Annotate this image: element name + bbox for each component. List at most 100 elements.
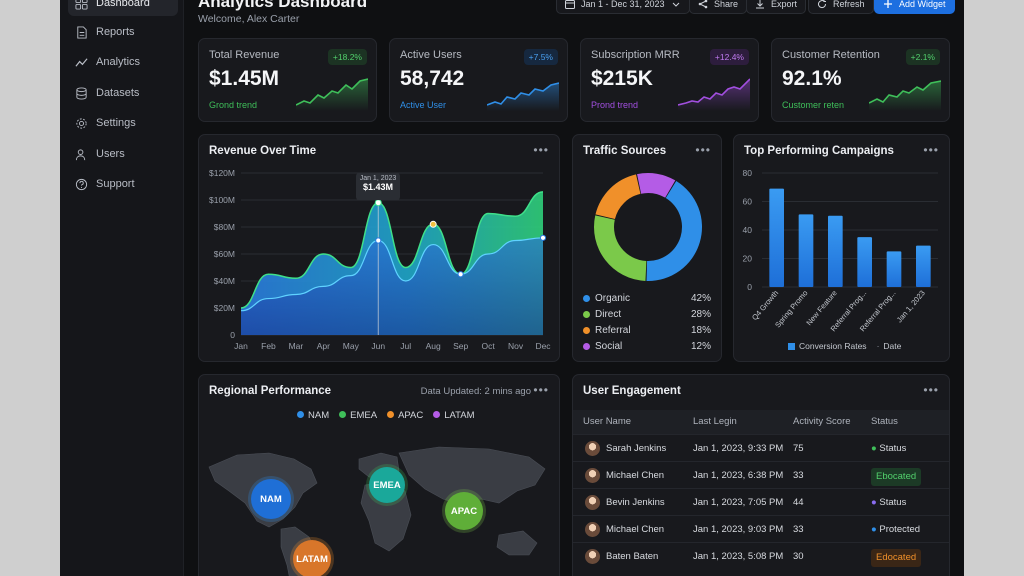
campaign-bar bbox=[916, 245, 931, 287]
sidebar-item-analytics[interactable]: Analytics bbox=[68, 49, 178, 75]
legend-label: Social bbox=[595, 341, 623, 352]
kpi-card-active-users[interactable]: Active Users 58,742 Active User +7.5% bbox=[389, 38, 568, 122]
legend-label: EMEA bbox=[350, 410, 378, 421]
more-options-icon[interactable]: ••• bbox=[923, 383, 939, 397]
x-tick-label: Jan 1, 2023 bbox=[895, 289, 927, 325]
traffic-sources-card: Traffic Sources ••• Organic 42% Direct 2… bbox=[572, 134, 722, 362]
kpi-sparkline bbox=[296, 78, 368, 111]
table-row[interactable]: Michael Chen Jan 1, 2023, 6:38 PM 33 Ebo… bbox=[573, 461, 949, 488]
legend-value: 42% bbox=[690, 293, 711, 304]
add-widget-button[interactable]: Add Widget bbox=[874, 0, 955, 14]
calendar-icon bbox=[565, 0, 575, 9]
sidebar-item-datasets[interactable]: Datasets bbox=[68, 80, 178, 106]
column-header[interactable]: Last Legin bbox=[693, 416, 737, 427]
chart-tooltip: Jan 1, 2023 $1.43M bbox=[356, 173, 400, 200]
campaign-bar bbox=[886, 251, 902, 287]
sidebar-item-label: Support bbox=[96, 178, 135, 190]
kpi-card-total-revenue[interactable]: Total Revenue $1.45M Grond trend +18.2% bbox=[198, 38, 377, 122]
kpi-card-subscription-mrr[interactable]: Subscription MRR $215K Prond trend +12.4… bbox=[580, 38, 759, 122]
refresh-icon bbox=[818, 0, 827, 9]
sidebar-item-label: Reports bbox=[96, 26, 135, 38]
export-button[interactable]: Export bbox=[746, 0, 807, 14]
kpi-trend-label: Prond trend bbox=[591, 100, 639, 110]
sidebar-item-support[interactable]: Support bbox=[68, 171, 178, 197]
sidebar-item-dashboard[interactable]: Dashboard bbox=[68, 0, 178, 16]
legend-value: 18% bbox=[690, 325, 711, 336]
top-campaigns-card: Top Performing Campaigns ••• 80 60 40 20 0 Q4… bbox=[733, 134, 950, 362]
column-header[interactable]: Status bbox=[871, 416, 898, 427]
status-badge: ● Status bbox=[871, 443, 907, 454]
table-row[interactable]: Bevin Jenkins Jan 1, 2023, 7:05 PM 44 ● … bbox=[573, 488, 949, 515]
user-engagement-card: User Engagement ••• User Name Last Legin… bbox=[572, 374, 950, 576]
column-header[interactable]: Activity Score bbox=[793, 416, 851, 427]
status-badge: ● Status bbox=[871, 497, 907, 508]
table-row[interactable]: Baten Baten Jan 1, 2023, 5:08 PM 30 Edoc… bbox=[573, 542, 949, 569]
legend-value: 28% bbox=[690, 309, 711, 320]
legend-label: APAC bbox=[398, 410, 424, 421]
table-row[interactable]: Sarah Jenkins Jan 1, 2023, 9:33 PM 75 ● … bbox=[573, 434, 949, 461]
kpi-trend-label: Active User bbox=[400, 100, 447, 110]
plus-icon bbox=[884, 0, 892, 8]
legend-value: 12% bbox=[690, 341, 711, 352]
last-login: Jan 1, 2023, 5:08 PM bbox=[693, 551, 784, 562]
sidebar-item-reports[interactable]: Reports bbox=[68, 19, 178, 45]
chevron-down-icon bbox=[672, 2, 679, 7]
table-row[interactable]: Michael Chen Jan 1, 2023, 9:03 PM 33 ● P… bbox=[573, 515, 949, 542]
activity-score: 33 bbox=[793, 470, 804, 481]
legend-secondary: Date bbox=[883, 341, 902, 351]
user-name: Baten Baten bbox=[606, 551, 659, 562]
activity-score: 30 bbox=[793, 551, 804, 562]
y-tick-label: $120M bbox=[209, 168, 235, 178]
sidebar-item-users[interactable]: Users bbox=[68, 141, 178, 167]
x-tick-label: Jun bbox=[371, 341, 385, 351]
kpi-change-badge: +7.5% bbox=[523, 49, 558, 65]
x-tick-label: Oct bbox=[481, 341, 495, 351]
date-range-picker[interactable]: Jan 1 - Dec 31, 2023 bbox=[556, 0, 690, 14]
kpi-value: 58,742 bbox=[400, 67, 465, 90]
y-tick-label: $60M bbox=[214, 249, 235, 259]
x-tick-label: Nov bbox=[508, 341, 524, 351]
data-point bbox=[539, 234, 547, 241]
more-options-icon[interactable]: ••• bbox=[695, 143, 711, 157]
sidebar-item-label: Datasets bbox=[96, 87, 140, 99]
kpi-sparkline bbox=[678, 78, 750, 111]
share-button[interactable]: Share bbox=[689, 0, 748, 14]
avatar bbox=[585, 468, 600, 483]
card-title: User Engagement bbox=[583, 385, 681, 397]
region-bubble-apac[interactable]: APAC bbox=[445, 492, 483, 530]
more-options-icon[interactable]: ••• bbox=[533, 383, 549, 397]
x-tick-label: Dec bbox=[535, 341, 551, 351]
column-header[interactable]: User Name bbox=[583, 416, 632, 427]
sidebar-item-settings[interactable]: Settings bbox=[68, 110, 178, 136]
data-point bbox=[429, 220, 437, 228]
more-options-icon[interactable]: ••• bbox=[533, 143, 549, 157]
y-tick-label: 0 bbox=[747, 282, 752, 292]
more-options-icon[interactable]: ••• bbox=[923, 143, 939, 157]
main-content: Analytics Dashboard Welcome, Alex Carter… bbox=[184, 0, 964, 576]
kpi-label: Active Users bbox=[400, 49, 462, 61]
activity-score: 75 bbox=[793, 443, 804, 454]
legend-label: NAM bbox=[308, 410, 330, 421]
region-bubble-emea[interactable]: EMEA bbox=[369, 467, 405, 503]
add-widget-label: Add Widget bbox=[899, 0, 946, 9]
traffic-legend-referral: Referral 18% bbox=[583, 325, 711, 336]
kpi-card-customer-retention[interactable]: Customer Retention 92.1% Customer reten … bbox=[771, 38, 950, 122]
card-title: Top Performing Campaigns bbox=[744, 145, 894, 157]
region-bubble-nam[interactable]: NAM bbox=[251, 479, 291, 519]
data-point bbox=[374, 199, 382, 207]
sidebar-item-label: Dashboard bbox=[96, 0, 150, 9]
export-label: Export bbox=[771, 0, 798, 9]
region-bubble-latam[interactable]: LATAM bbox=[293, 540, 331, 576]
x-tick-label: Apr bbox=[317, 341, 330, 351]
card-title: Traffic Sources bbox=[583, 145, 667, 157]
status-badge: Ebocated bbox=[871, 468, 922, 486]
refresh-button[interactable]: Refresh bbox=[808, 0, 874, 14]
date-range-label: Jan 1 - Dec 31, 2023 bbox=[581, 0, 665, 9]
avatar bbox=[585, 495, 600, 510]
kpi-value: $215K bbox=[591, 67, 653, 90]
y-tick-label: 40 bbox=[743, 225, 753, 235]
kpi-label: Total Revenue bbox=[209, 49, 280, 61]
y-tick-label: $40M bbox=[214, 276, 235, 286]
data-point bbox=[457, 271, 464, 278]
